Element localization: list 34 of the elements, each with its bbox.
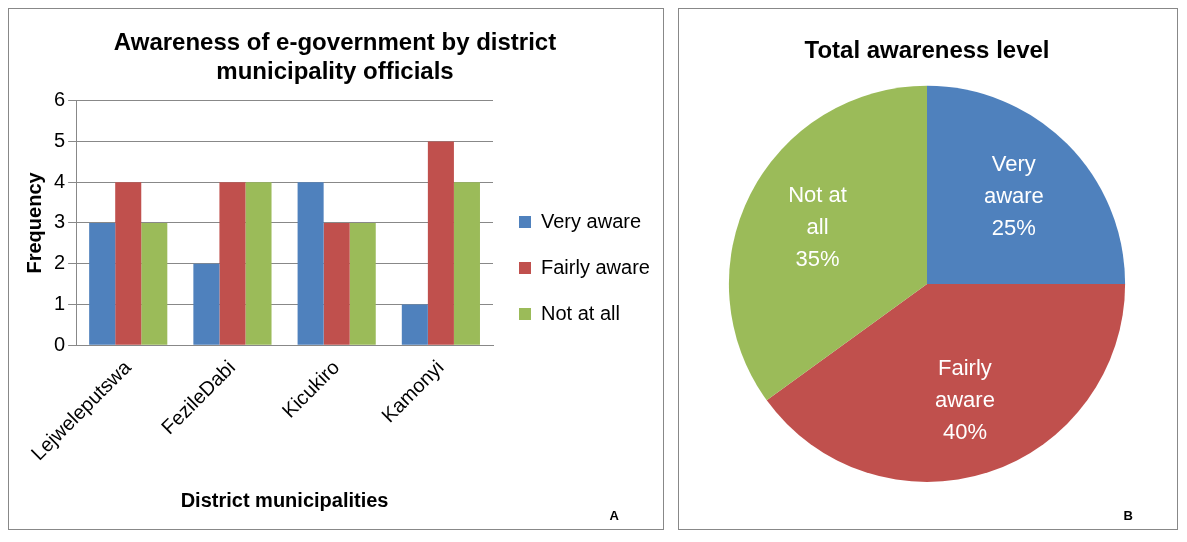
- text: B: [1123, 508, 1133, 523]
- data-label: 40%: [942, 418, 987, 444]
- legend-label: Not at all: [541, 301, 620, 324]
- y-tick-label: 5: [54, 128, 66, 151]
- y-tick-label: 2: [54, 251, 66, 274]
- bar: [193, 263, 220, 345]
- bar: [297, 182, 324, 345]
- legend-label: Fairly aware: [541, 255, 650, 278]
- data-label: 25%: [991, 215, 1036, 241]
- bar: [89, 222, 116, 345]
- bar: [349, 222, 376, 345]
- bar: [219, 182, 246, 345]
- data-label: 35%: [795, 246, 840, 272]
- y-tick-label: 4: [54, 169, 66, 192]
- bar: [323, 222, 350, 345]
- bar: [141, 222, 168, 345]
- bar: [401, 304, 428, 345]
- slice-label: Fairly aware: [934, 354, 995, 412]
- legend-label: Very aware: [541, 209, 642, 232]
- chart-title: Awareness of e-government by district municipality officials: [113, 28, 557, 84]
- y-tick-label: 1: [54, 292, 66, 314]
- y-axis-title: Frequency: [22, 171, 45, 274]
- bar: [427, 141, 454, 345]
- bar: [115, 182, 142, 345]
- bar: [245, 182, 272, 345]
- text: A: [609, 508, 619, 523]
- x-axis-title: District municipalities: [180, 488, 389, 511]
- chart-title: Total awareness level: [804, 36, 1050, 64]
- y-tick-label: 3: [54, 210, 66, 233]
- y-tick-label: 6: [54, 88, 66, 111]
- slice-label: Very aware: [983, 151, 1044, 209]
- slice-label: Not at all: [788, 182, 847, 240]
- bar: [453, 182, 480, 345]
- y-tick-label: 0: [54, 332, 66, 355]
